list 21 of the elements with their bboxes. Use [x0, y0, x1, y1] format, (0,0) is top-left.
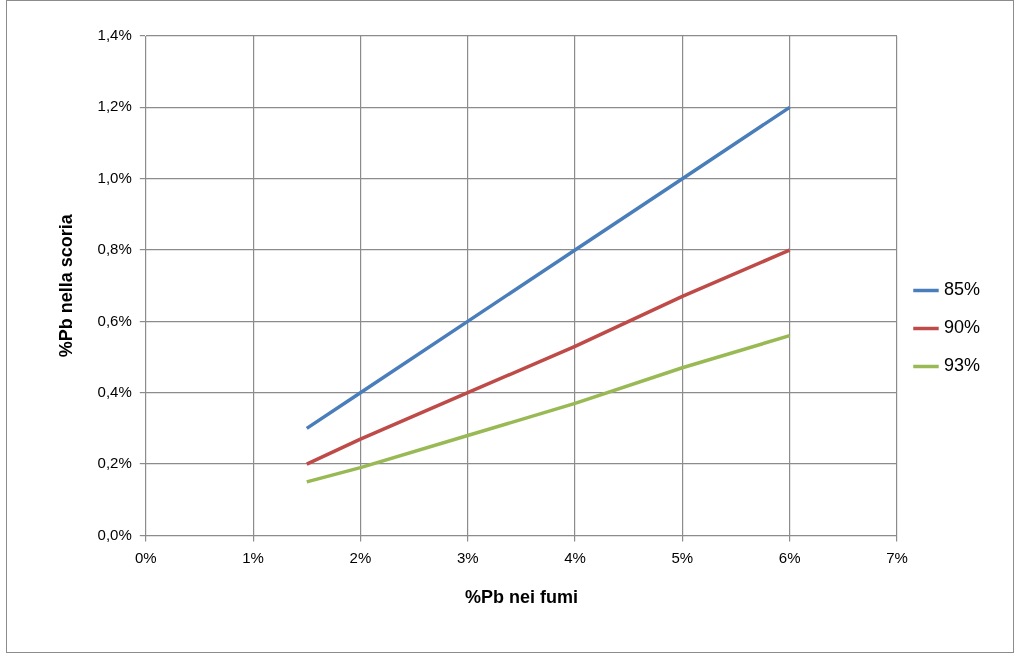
y-tick-label: 1,0%	[97, 168, 132, 186]
y-tick-label: 0,6%	[97, 311, 132, 329]
y-axis-title: %Pb nella scoria	[55, 213, 76, 358]
x-tick-label: 1%	[242, 548, 264, 566]
legend-label: 90%	[943, 317, 980, 338]
y-tick-label: 1,2%	[97, 97, 132, 115]
x-tick-label: 0%	[134, 548, 157, 566]
y-tick-label: 0,0%	[97, 525, 132, 543]
y-tick-label: 1,4%	[97, 26, 132, 44]
legend-label: 93%	[943, 355, 980, 376]
x-axis-title: %Pb nei fumi	[464, 587, 578, 608]
x-tick-label: 7%	[886, 548, 908, 566]
x-tick-label: 4%	[564, 548, 586, 566]
x-tick-label: 3%	[456, 548, 479, 566]
x-tick-label: 6%	[778, 548, 801, 566]
y-tick-label: 0,2%	[97, 454, 132, 472]
legend-label: 85%	[943, 279, 980, 300]
y-tick-label: 0,4%	[97, 382, 132, 400]
y-tick-label: 0,8%	[97, 240, 132, 258]
x-tick-label: 2%	[349, 548, 372, 566]
x-tick-label: 5%	[671, 548, 694, 566]
